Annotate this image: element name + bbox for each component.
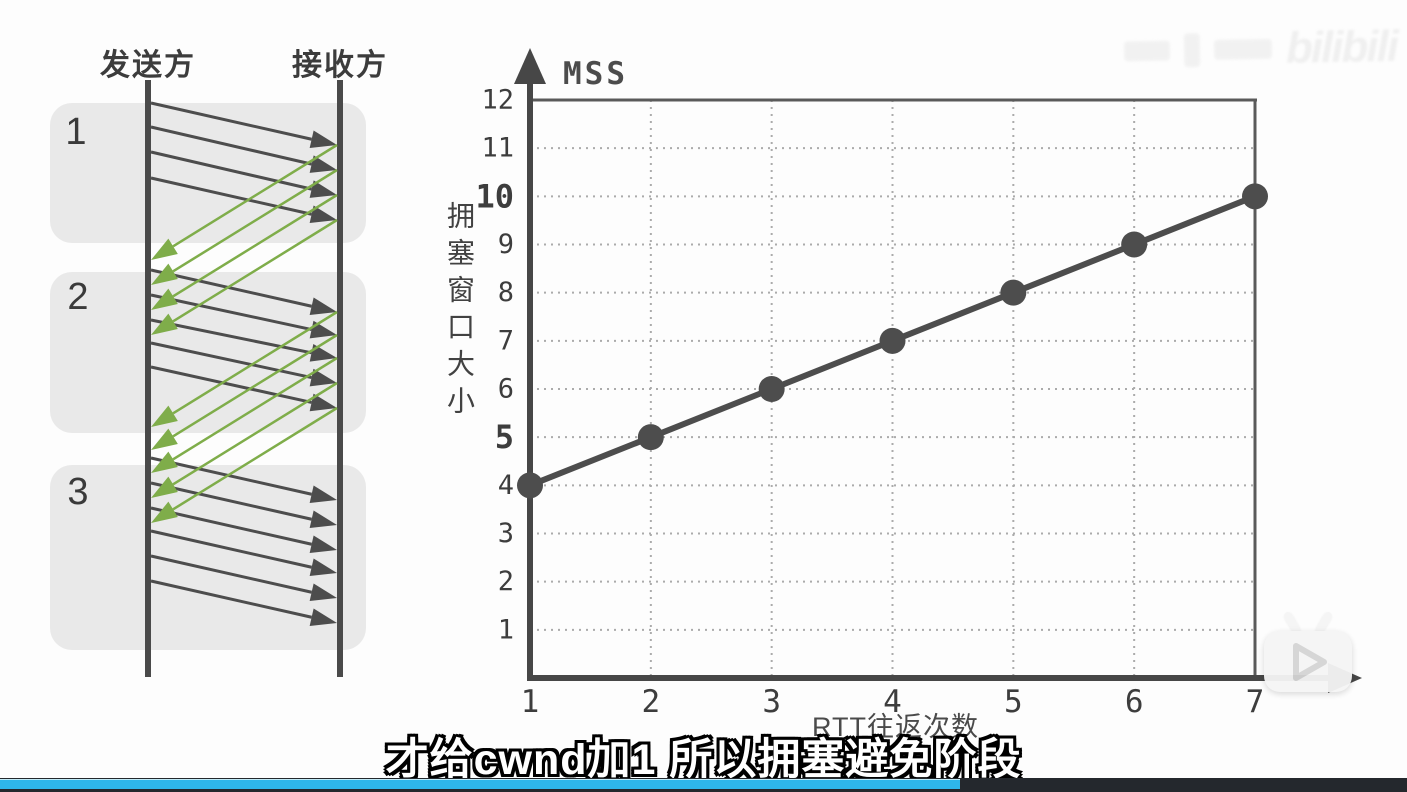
data-point bbox=[879, 327, 906, 354]
ack-arrow-line bbox=[172, 168, 338, 273]
round-group-box bbox=[50, 272, 366, 433]
data-packet-arrow-line bbox=[150, 176, 312, 216]
sender-label: 发送方 bbox=[100, 49, 196, 82]
y-tick-label: 5 bbox=[495, 418, 514, 456]
ack-arrow-head bbox=[151, 428, 178, 450]
play-triangle-icon bbox=[1293, 643, 1327, 681]
ack-arrow-head bbox=[151, 405, 178, 427]
data-point bbox=[758, 376, 785, 402]
data-packet-arrow-line bbox=[150, 268, 312, 308]
x-tick-label: 1 bbox=[521, 684, 540, 720]
x-tick-label: 5 bbox=[1004, 684, 1023, 720]
bilibili-watermark: bilibili bbox=[1123, 22, 1397, 77]
ack-arrow-line bbox=[172, 310, 338, 415]
ack-arrow-line bbox=[172, 356, 338, 461]
round-number-label: 2 bbox=[67, 276, 88, 318]
data-packet-arrow-head bbox=[309, 297, 337, 316]
y-tick-label: 10 bbox=[475, 177, 514, 215]
y-tick-label: 9 bbox=[498, 229, 514, 260]
data-packet-arrow-head bbox=[309, 393, 337, 412]
data-packet-arrow-head bbox=[309, 130, 337, 149]
data-packet-arrow-head bbox=[309, 608, 337, 627]
data-packet-arrow-head bbox=[309, 485, 337, 504]
y-tick-label: 2 bbox=[498, 566, 514, 597]
data-packet-arrow-line bbox=[150, 341, 312, 380]
video-progress-fill[interactable] bbox=[0, 779, 960, 789]
y-tick-label: 6 bbox=[498, 374, 514, 405]
data-packet-arrow-head bbox=[309, 510, 337, 529]
data-packet-arrow-line bbox=[150, 529, 312, 569]
y-tick-label: 3 bbox=[498, 518, 514, 549]
bilibili-logo-text: bilibili bbox=[1285, 21, 1398, 73]
y-axis-arrowhead bbox=[514, 48, 546, 84]
y-axis-title: 拥塞窗口大小 bbox=[444, 201, 475, 423]
ack-arrow-line bbox=[172, 381, 338, 486]
data-packet-arrow-line bbox=[150, 579, 312, 619]
ack-arrow-line bbox=[172, 406, 338, 511]
data-point bbox=[517, 472, 543, 499]
y-tick-label: 11 bbox=[481, 133, 514, 164]
data-packet-arrow-line bbox=[150, 481, 312, 521]
receiver-label: 接收方 bbox=[292, 49, 388, 82]
x-tick-label: 7 bbox=[1246, 684, 1265, 720]
watermark-blurred-glyphs bbox=[1123, 40, 1171, 62]
video-subtitle: 才给cwnd加1 所以拥塞避免阶段 bbox=[385, 736, 1022, 784]
ack-arrow-head bbox=[151, 238, 178, 260]
data-packet-arrow-head bbox=[309, 180, 337, 198]
data-point bbox=[637, 424, 664, 451]
ack-arrow-head bbox=[151, 501, 178, 523]
data-packet-arrow-line bbox=[150, 506, 312, 546]
y-tick-label: 8 bbox=[498, 277, 514, 308]
y-tick-label: 12 bbox=[481, 85, 514, 116]
y-axis-unit-label: MSS bbox=[563, 56, 628, 92]
data-packet-arrow-line bbox=[150, 150, 313, 191]
y-tick-label: 1 bbox=[498, 614, 514, 645]
data-packet-arrow-line bbox=[150, 318, 312, 355]
ack-arrow-line bbox=[172, 193, 338, 298]
data-packet-arrow-head bbox=[309, 558, 337, 577]
y-tick-label: 4 bbox=[498, 470, 514, 501]
watermark-blurred-glyphs bbox=[1183, 33, 1201, 68]
x-tick-label: 3 bbox=[762, 684, 781, 720]
ack-arrow-head bbox=[151, 476, 178, 498]
ack-arrow-line bbox=[172, 218, 338, 323]
ack-arrow-head bbox=[151, 313, 178, 335]
data-packet-arrow-head bbox=[309, 535, 337, 554]
data-packet-arrow-head bbox=[309, 155, 337, 173]
ack-arrow-line bbox=[172, 143, 338, 248]
data-packet-arrow-line bbox=[150, 125, 313, 166]
ack-arrow-line bbox=[172, 333, 338, 438]
round-group-box bbox=[50, 465, 366, 650]
data-packet-arrow-head bbox=[309, 583, 337, 602]
x-tick-label: 4 bbox=[883, 684, 902, 720]
data-packet-arrow-line bbox=[150, 101, 312, 141]
ack-arrow-head bbox=[151, 263, 178, 285]
x-tick-label: 2 bbox=[641, 684, 660, 720]
x-tick-label: 6 bbox=[1125, 684, 1144, 720]
data-packet-arrow-head bbox=[309, 205, 337, 224]
data-packet-arrow-line bbox=[150, 293, 312, 332]
data-packet-arrow-line bbox=[150, 365, 312, 404]
tv-body bbox=[1264, 631, 1352, 692]
data-point bbox=[1242, 183, 1268, 210]
data-packet-arrow-line bbox=[150, 456, 312, 496]
ack-arrow-head bbox=[151, 451, 178, 473]
data-point bbox=[1121, 231, 1148, 258]
x-axis-title: RTT往返次数 bbox=[812, 712, 979, 742]
round-number-label: 3 bbox=[67, 471, 88, 513]
data-point bbox=[1000, 279, 1027, 306]
bilibili-tv-icon bbox=[1262, 610, 1358, 694]
round-number-label: 1 bbox=[65, 111, 86, 153]
ack-arrow-head bbox=[151, 288, 178, 310]
watermark-blurred-glyphs bbox=[1213, 38, 1273, 60]
data-packet-arrow-head bbox=[309, 368, 337, 387]
video-progress-bar[interactable] bbox=[0, 778, 1407, 792]
y-tick-label: 7 bbox=[498, 325, 514, 356]
data-packet-arrow-line bbox=[150, 554, 312, 594]
